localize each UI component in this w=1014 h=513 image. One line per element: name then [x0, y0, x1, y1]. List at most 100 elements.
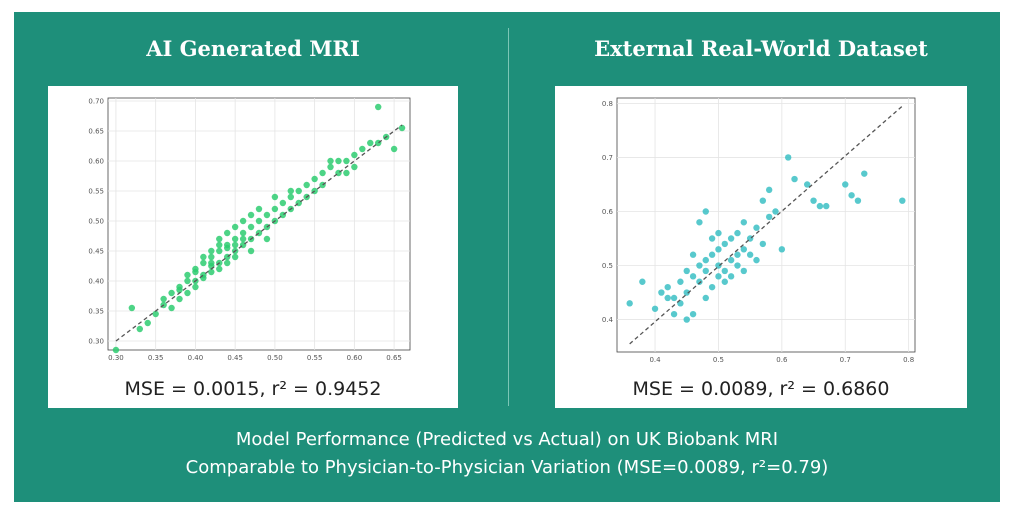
data-point: [224, 259, 231, 267]
x-tick-label: 0.50: [267, 354, 283, 362]
x-tick-label: 0.5: [713, 356, 724, 364]
data-point: [255, 217, 263, 225]
y-tick-label: 0.50: [88, 218, 104, 226]
data-point: [168, 304, 175, 312]
data-point: [689, 251, 697, 258]
x-tick-label: 0.55: [307, 354, 323, 362]
y-tick-label: 0.60: [88, 158, 104, 166]
left-metric: MSE = 0.0015, r² = 0.9452: [124, 378, 382, 400]
right-scatter-plot: 0.4 0.5 0.6 0.7 0.8 0.4 0.5 0.6 0.7 0.8: [602, 97, 916, 364]
right-metric: MSE = 0.0089, r² = 0.6860: [632, 378, 890, 400]
y-tick-label: 0.40: [88, 278, 104, 286]
data-point: [176, 295, 183, 303]
data-point: [753, 256, 760, 264]
data-point: [664, 283, 671, 291]
data-point: [759, 197, 767, 204]
data-point: [247, 211, 255, 219]
data-point: [759, 240, 767, 248]
data-point: [319, 169, 326, 177]
data-point: [263, 211, 271, 219]
data-point: [287, 187, 294, 195]
data-point: [658, 289, 665, 296]
y-tick-label: 0.45: [88, 248, 104, 256]
data-point: [721, 278, 728, 285]
data-point: [144, 319, 151, 327]
y-tick-label: 0.70: [88, 98, 104, 106]
data-point: [398, 124, 406, 132]
data-point: [192, 268, 199, 276]
left-chart-card: 0.30 0.35 0.40 0.45 0.50 0.55 0.60 0.65 0.30 0.35…: [48, 86, 458, 408]
data-point: [351, 151, 358, 159]
data-point: [702, 256, 709, 264]
data-point: [740, 267, 748, 275]
identity-line: [629, 105, 903, 345]
data-point: [327, 163, 334, 171]
data-point: [224, 229, 231, 237]
data-point: [765, 186, 773, 194]
data-point: [727, 235, 735, 242]
data-point: [231, 235, 239, 243]
x-tick-label: 0.35: [148, 354, 164, 362]
data-point: [715, 273, 722, 280]
data-point: [740, 219, 748, 226]
data-point: [823, 202, 830, 210]
data-point: [727, 273, 735, 280]
y-tick-label: 0.65: [88, 128, 104, 136]
data-point: [168, 289, 175, 297]
x-tick-label: 0.60: [347, 354, 363, 362]
data-point: [231, 241, 239, 249]
data-point: [702, 267, 709, 275]
data-point: [200, 253, 207, 261]
data-point: [696, 262, 703, 269]
data-point: [239, 217, 247, 225]
data-point: [816, 202, 824, 210]
data-point: [184, 271, 191, 279]
data-point: [208, 253, 215, 261]
data-point: [224, 244, 231, 252]
data-point: [255, 205, 263, 213]
data-point: [708, 235, 716, 242]
y-tick-label: 0.4: [602, 316, 614, 324]
data-point: [128, 304, 136, 312]
data-point: [295, 187, 302, 195]
data-point: [810, 197, 817, 204]
y-tick-label: 0.8: [602, 100, 613, 108]
data-point: [639, 278, 646, 285]
data-point: [239, 229, 247, 237]
data-point: [842, 181, 849, 188]
data-point: [216, 247, 223, 255]
data-point: [899, 197, 906, 204]
data-point: [772, 208, 779, 215]
data-point: [721, 267, 728, 275]
left-scatter-plot: 0.30 0.35 0.40 0.45 0.50 0.55 0.60 0.65 0.30 0.35…: [88, 98, 411, 362]
left-heading: AI Generated MRI: [146, 36, 360, 61]
data-point: [184, 289, 191, 297]
x-tick-label: 0.8: [903, 356, 914, 364]
data-point: [689, 273, 697, 280]
data-point: [184, 277, 191, 285]
x-tick-label: 0.30: [108, 354, 124, 362]
data-point: [664, 294, 671, 302]
identity-line: [115, 124, 403, 342]
data-point: [231, 223, 239, 231]
data-point: [343, 157, 350, 165]
data-point: [753, 224, 760, 231]
data-point: [263, 235, 271, 243]
data-point: [359, 145, 366, 153]
data-point: [715, 246, 722, 253]
data-point: [778, 246, 786, 253]
y-tick-label: 0.30: [88, 338, 104, 346]
data-point: [271, 205, 279, 213]
x-tick-label: 0.45: [227, 354, 243, 362]
data-point: [626, 300, 633, 307]
data-point: [854, 197, 862, 204]
footer-line-1: Model Performance (Predicted vs Actual) …: [235, 429, 779, 450]
data-point: [239, 235, 247, 243]
data-point: [734, 251, 741, 258]
data-point: [715, 262, 722, 269]
data-point: [696, 278, 703, 285]
data-point: [200, 259, 207, 267]
panel-divider: [508, 28, 509, 406]
data-point: [367, 139, 374, 147]
data-point: [689, 310, 697, 318]
